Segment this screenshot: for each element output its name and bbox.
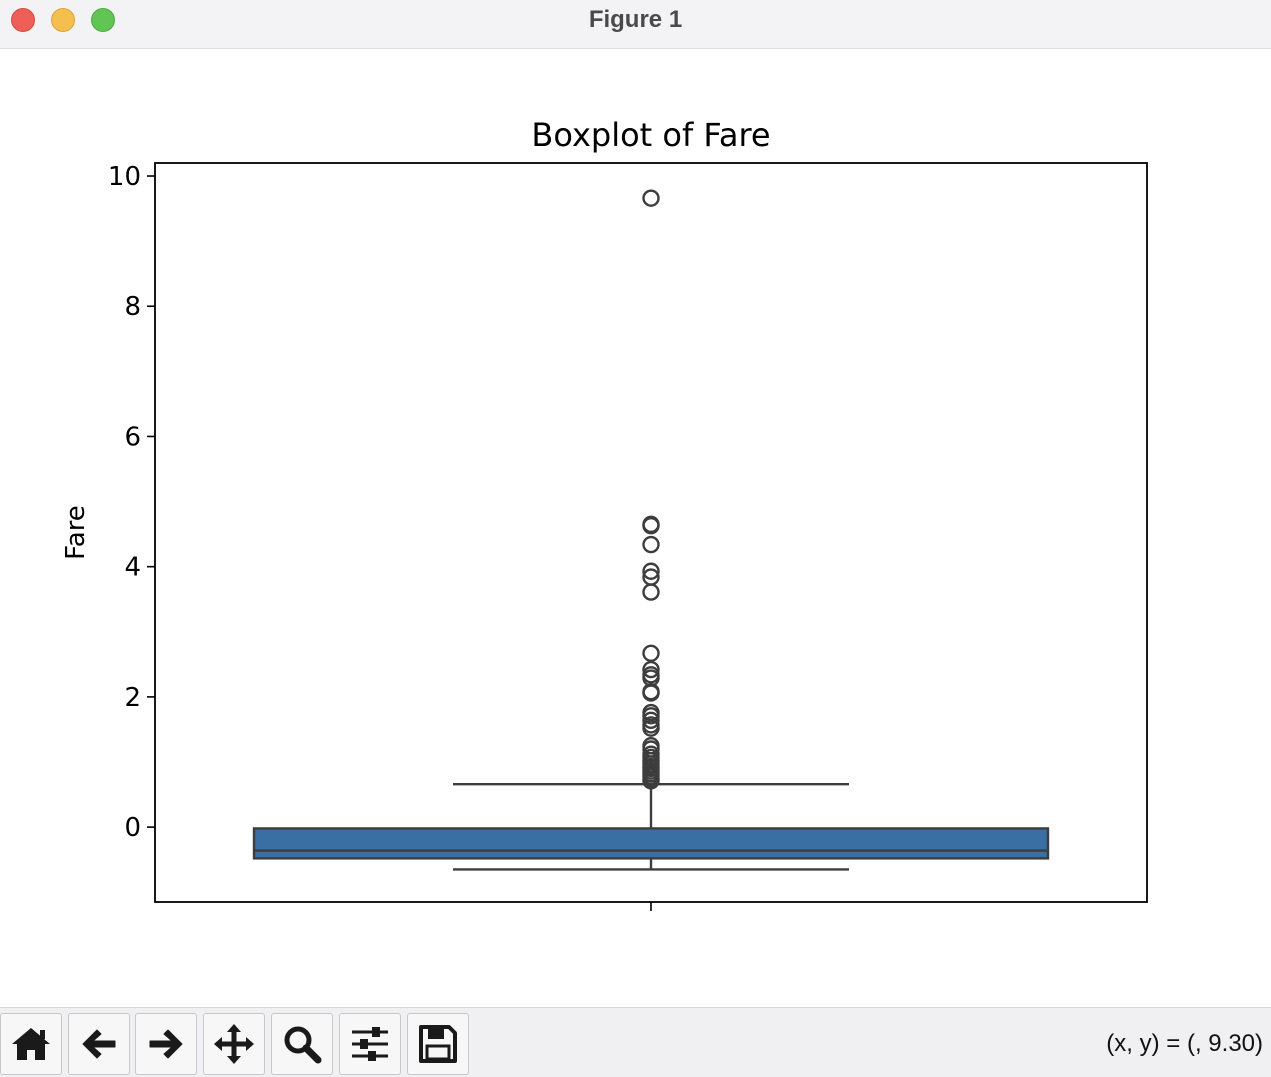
- figure-canvas[interactable]: Boxplot of Fare Fare 0 2 4 6 8 10: [0, 49, 1271, 1007]
- save-button[interactable]: [407, 1013, 469, 1075]
- back-button[interactable]: [68, 1013, 130, 1075]
- floppy-disk-icon: [419, 1025, 457, 1063]
- move-icon: [214, 1024, 254, 1064]
- outlier-point: [642, 660, 660, 679]
- maximize-window-button[interactable]: [91, 8, 115, 32]
- iqr-box: [252, 827, 1050, 860]
- forward-button[interactable]: [135, 1013, 197, 1075]
- outlier-point: [642, 644, 660, 662]
- outlier-point: [642, 562, 660, 580]
- arrow-left-icon: [82, 1029, 116, 1059]
- outlier-point: [642, 711, 660, 730]
- y-tick-label: 8: [124, 292, 141, 322]
- outlier-point: [642, 583, 660, 601]
- window-titlebar: Figure 1: [0, 0, 1271, 49]
- outlier-point: [642, 189, 660, 207]
- outlier-point: [642, 535, 660, 554]
- magnifier-icon: [284, 1026, 322, 1064]
- outlier-point: [642, 719, 660, 737]
- axes-frame: [154, 162, 1148, 903]
- pan-button[interactable]: [203, 1013, 265, 1075]
- outlier-point: [642, 707, 660, 725]
- minimize-window-button[interactable]: [51, 8, 75, 32]
- y-axis-label: Fare: [61, 505, 91, 560]
- window-title: Figure 1: [588, 6, 683, 33]
- y-tick-label: 4: [124, 553, 141, 583]
- navigation-toolbar: (x, y) = (, 9.30): [0, 1007, 1271, 1077]
- y-tick-label: 2: [124, 683, 141, 713]
- home-button[interactable]: [0, 1013, 62, 1075]
- arrow-right-icon: [149, 1029, 183, 1059]
- chart-title: Boxplot of Fare: [531, 116, 770, 154]
- zoom-button[interactable]: [271, 1013, 333, 1075]
- outlier-point: [642, 772, 660, 790]
- outlier-point: [642, 684, 660, 702]
- y-tick-label: 10: [108, 162, 141, 192]
- boxplot-chart: Boxplot of Fare Fare 0 2 4 6 8 10: [61, 116, 1148, 911]
- sliders-icon: [352, 1027, 388, 1061]
- close-window-button[interactable]: [11, 8, 35, 32]
- outlier-point: [642, 516, 660, 535]
- y-tick-label: 0: [124, 813, 141, 843]
- cursor-coordinates: (x, y) = (, 9.30): [1106, 1030, 1263, 1057]
- configure-subplots-button[interactable]: [339, 1013, 401, 1075]
- y-tick-label: 6: [124, 422, 141, 452]
- home-icon: [12, 1028, 50, 1060]
